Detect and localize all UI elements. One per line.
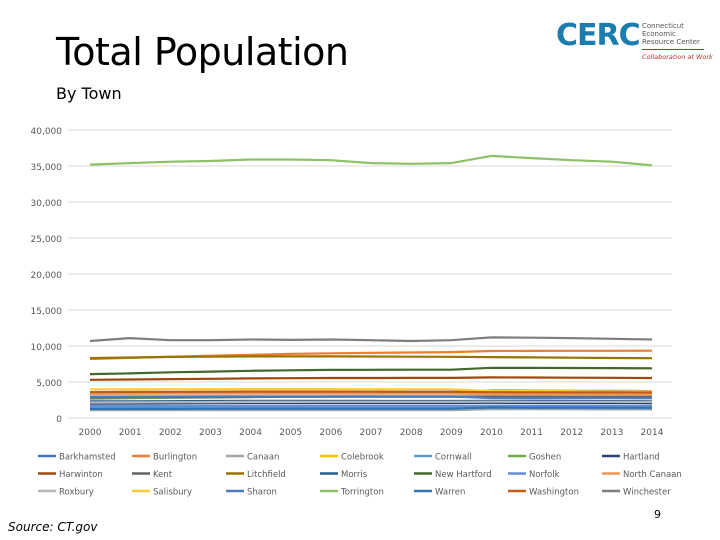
logo-divider xyxy=(642,49,704,50)
legend-label: Winchester xyxy=(623,488,671,498)
y-tick-label: 15,000 xyxy=(31,307,63,317)
logo-tagline: Collaboration at Work xyxy=(642,53,713,61)
legend-label: Harwinton xyxy=(59,470,103,480)
chart-legend: Barkhamsted Burlington Canaan Colebrook Corn… xyxy=(38,453,682,498)
x-tick-label: 2000 xyxy=(79,428,102,438)
legend-label: Hartland xyxy=(623,453,660,463)
series-line-new-hartford xyxy=(89,366,653,376)
x-tick-label: 2008 xyxy=(400,428,423,438)
series-line-sharon xyxy=(89,395,653,400)
x-tick-label: 2007 xyxy=(360,428,383,438)
legend-label: North Canaan xyxy=(623,470,682,480)
page-title: Total Population xyxy=(56,30,349,74)
legend-label: Cornwall xyxy=(435,453,472,463)
x-tick-label: 2006 xyxy=(319,428,342,438)
legend-label: New Hartford xyxy=(435,470,492,480)
series-line-warren xyxy=(89,406,653,411)
legend-label: Colebrook xyxy=(341,453,384,463)
legend-label: Salisbury xyxy=(153,488,192,498)
series-line-canaan xyxy=(90,408,652,412)
y-axis-labels: 0 5,000 10,000 15,000 20,000 25,000 30,000 35,0… xyxy=(31,127,63,425)
series-line-litchfield xyxy=(89,355,653,360)
legend-label: Sharon xyxy=(247,488,277,498)
x-tick-label: 2003 xyxy=(199,428,222,438)
y-tick-label: 25,000 xyxy=(31,235,63,245)
y-tick-label: 30,000 xyxy=(31,199,63,209)
x-tick-label: 2001 xyxy=(119,428,142,438)
logo-mark: CERC xyxy=(556,18,641,53)
legend-label: Roxbury xyxy=(59,488,94,498)
legend-label: Goshen xyxy=(529,453,561,463)
legend-label: Norfolk xyxy=(529,470,560,480)
series-lines xyxy=(89,154,653,412)
x-tick-label: 2012 xyxy=(560,428,583,438)
source-note: Source: CT.gov xyxy=(8,520,98,534)
x-tick-label: 2009 xyxy=(440,428,463,438)
chart-gridlines xyxy=(68,129,672,419)
series-line-torrington xyxy=(89,154,653,167)
y-tick-label: 40,000 xyxy=(31,127,63,137)
x-tick-label: 2002 xyxy=(159,428,182,438)
legend-label: Torrington xyxy=(340,488,384,498)
legend-label: Warren xyxy=(435,488,465,498)
series-line-harwinton xyxy=(89,376,653,381)
series-line-washington xyxy=(89,390,653,394)
x-tick-label: 2014 xyxy=(641,428,664,438)
x-tick-label: 2005 xyxy=(279,428,302,438)
legend-label: Barkhamsted xyxy=(59,453,116,463)
series-line-roxbury xyxy=(89,400,653,404)
x-tick-label: 2004 xyxy=(239,428,262,438)
page-number: 9 xyxy=(654,508,661,521)
legend-label: Litchfield xyxy=(247,470,286,480)
y-tick-label: 0 xyxy=(56,415,62,425)
x-axis-labels: 2000 2001 2002 2003 2004 2005 2006 2007 2008 2009… xyxy=(79,428,664,438)
legend-label: Kent xyxy=(153,470,173,480)
y-tick-label: 10,000 xyxy=(31,343,63,353)
legend-label: Canaan xyxy=(247,453,279,463)
legend-label: Washington xyxy=(529,488,579,498)
y-tick-label: 20,000 xyxy=(31,271,63,281)
y-tick-label: 5,000 xyxy=(36,379,62,389)
x-tick-label: 2013 xyxy=(600,428,623,438)
x-tick-label: 2011 xyxy=(520,428,543,438)
y-tick-label: 35,000 xyxy=(31,163,63,173)
cerc-logo: CERC Connecticut Economic Resource Cente… xyxy=(556,18,713,66)
legend-label: Burlington xyxy=(153,453,197,463)
legend-label: Morris xyxy=(341,470,368,480)
series-line-salisbury xyxy=(90,388,653,393)
x-tick-label: 2010 xyxy=(480,428,503,438)
logo-org-name: Connecticut Economic Resource Center xyxy=(642,22,700,46)
series-line-winchester xyxy=(89,336,653,343)
page-subtitle: By Town xyxy=(56,84,122,103)
series-line-north-canaan xyxy=(89,392,653,396)
